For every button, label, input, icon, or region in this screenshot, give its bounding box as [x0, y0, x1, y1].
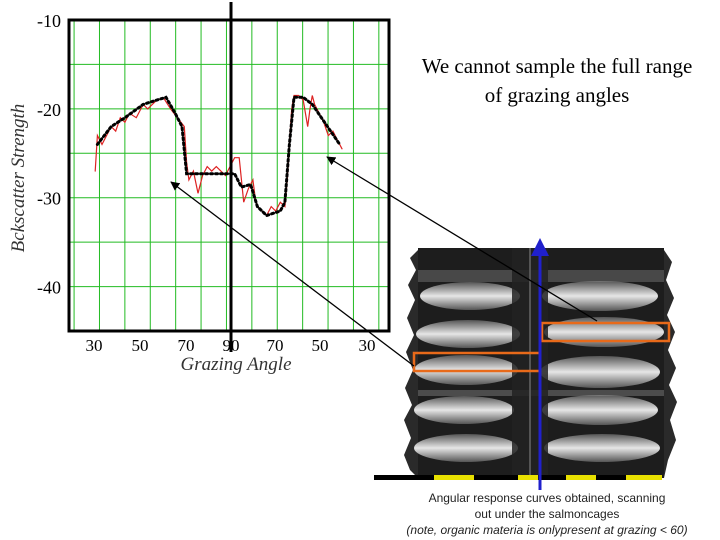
highlight-box-right: [540, 321, 671, 343]
y-tick-label: -30: [37, 189, 61, 209]
x-tick-labels: 30 50 70 90 70 50 30: [86, 336, 376, 355]
x-tick-label: 90: [223, 336, 240, 355]
y-tick-label: -20: [37, 100, 61, 120]
image-caption: Angular response curves obtained, scanni…: [372, 490, 720, 538]
x-tick-label: 50: [132, 336, 149, 355]
x-tick-label: 50: [312, 336, 329, 355]
y-tick-label: -10: [37, 11, 61, 31]
scan-arrow-head: [531, 238, 549, 256]
chart-frame: [67, 18, 391, 333]
caption-note: (note, organic materia is onlypresent at…: [406, 523, 688, 537]
callout-line-2: of grazing angles: [484, 83, 630, 107]
caption-line-2: out under the salmoncages: [474, 507, 620, 521]
chart-grid: [69, 19, 389, 332]
y-tick-label: -40: [37, 278, 61, 298]
x-tick-label: 70: [267, 336, 284, 355]
fitted-response-curve: [95, 95, 342, 218]
scale-bar: [374, 475, 662, 480]
callout-line-1: We cannot sample the full range: [421, 54, 693, 78]
connector-arrow-right: [326, 156, 598, 322]
connector-arrow-left: [170, 181, 415, 367]
y-tick-labels: -10 -20 -30 -40: [37, 11, 61, 298]
x-tick-label: 30: [86, 336, 103, 355]
x-axis-label: Grazing Angle: [180, 354, 291, 375]
x-tick-label: 70: [178, 336, 195, 355]
caption-line-1: Angular response curves obtained, scanni…: [428, 491, 666, 505]
y-axis-label: Bckscatter Strength: [8, 104, 29, 253]
x-tick-label: 30: [359, 336, 376, 355]
callout-text: We cannot sample the full range of grazi…: [392, 52, 720, 110]
